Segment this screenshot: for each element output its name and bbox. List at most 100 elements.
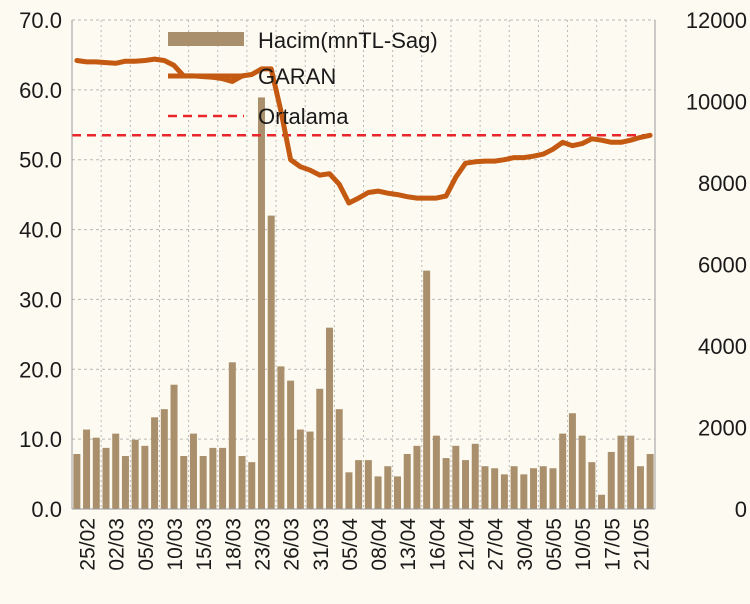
volume-bar bbox=[248, 462, 256, 509]
volume-bar bbox=[355, 460, 363, 509]
volume-bar bbox=[209, 447, 217, 509]
volume-bar bbox=[510, 466, 518, 509]
y-left-tick-label: 0.0 bbox=[31, 497, 62, 522]
volume-bar bbox=[364, 460, 372, 509]
y-right-tick-label: 2000 bbox=[698, 416, 747, 441]
volume-bar bbox=[559, 433, 567, 509]
gridlines bbox=[71, 19, 656, 509]
volume-bar bbox=[520, 474, 528, 509]
volume-bar bbox=[539, 466, 547, 509]
axes: 0.0 10.0 20.0 30.0 40.0 50.0 60.0 70.0 0 2000 4000… bbox=[19, 8, 747, 571]
y-right-tick-label: 10000 bbox=[686, 90, 747, 115]
volume-bar bbox=[325, 327, 333, 509]
legend-label: Hacim(mnTL-Sag) bbox=[258, 28, 438, 53]
volume-bar bbox=[238, 456, 246, 509]
volume-bar bbox=[228, 362, 236, 509]
volume-bar bbox=[199, 456, 207, 509]
volume-bar bbox=[481, 466, 489, 509]
price-line bbox=[74, 56, 653, 206]
volume-bar bbox=[549, 468, 557, 509]
x-tick-label: 08/04 bbox=[368, 518, 391, 571]
x-tick-label: 25/02 bbox=[77, 518, 100, 571]
volume-bar bbox=[131, 439, 139, 509]
volume-bar bbox=[306, 431, 314, 509]
volume-bar bbox=[335, 409, 343, 509]
volume-bar bbox=[112, 433, 120, 509]
y-right-tick-label: 12000 bbox=[686, 8, 747, 33]
volume-bar bbox=[160, 409, 168, 509]
volume-bar bbox=[588, 462, 596, 509]
y-left-tick-label: 30.0 bbox=[19, 287, 62, 312]
x-tick-label: 05/04 bbox=[339, 518, 362, 571]
volume-bar bbox=[646, 453, 654, 509]
volume-bar bbox=[384, 466, 392, 509]
volume-bar bbox=[471, 443, 479, 509]
y-left-tick-label: 50.0 bbox=[19, 148, 62, 173]
y-right-tick-label: 8000 bbox=[698, 171, 747, 196]
x-tick-label: 16/04 bbox=[426, 518, 449, 571]
x-tick-label: 02/03 bbox=[106, 518, 129, 571]
volume-bar bbox=[442, 458, 450, 509]
x-tick-label: 13/04 bbox=[397, 518, 420, 571]
volume-bar bbox=[141, 445, 149, 509]
legend: Hacim(mnTL-Sag) GARAN Ortalama bbox=[168, 28, 438, 129]
volume-bar bbox=[394, 476, 402, 509]
legend-label: Ortalama bbox=[258, 104, 349, 129]
volume-bar bbox=[92, 437, 100, 509]
volume-bar bbox=[102, 447, 110, 509]
y-right-tick-label: 6000 bbox=[698, 253, 747, 278]
x-tick-label: 27/04 bbox=[485, 518, 508, 571]
y-right-tick-label: 0 bbox=[735, 497, 747, 522]
x-tick-label: 10/03 bbox=[164, 518, 187, 571]
volume-bar bbox=[345, 472, 353, 509]
x-tick-label: 10/05 bbox=[572, 518, 595, 571]
x-tick-label: 17/05 bbox=[601, 518, 624, 571]
x-tick-label: 31/03 bbox=[310, 518, 333, 571]
x-tick-label: 05/05 bbox=[543, 518, 566, 571]
volume-bar bbox=[316, 388, 324, 509]
volume-bar bbox=[83, 429, 91, 509]
x-tick-label: 26/03 bbox=[281, 518, 304, 571]
y-left-tick-label: 70.0 bbox=[19, 8, 62, 33]
x-tick-label: 23/03 bbox=[252, 518, 275, 571]
volume-bar bbox=[189, 433, 197, 509]
x-tick-label: 21/05 bbox=[630, 518, 653, 571]
y-left-tick-label: 60.0 bbox=[19, 78, 62, 103]
volume-bar bbox=[257, 97, 265, 510]
volume-bar bbox=[73, 453, 81, 509]
volume-bar bbox=[374, 476, 382, 509]
volume-bar bbox=[568, 413, 576, 509]
volume-bar bbox=[627, 435, 635, 509]
legend-label: GARAN bbox=[258, 64, 336, 89]
volume-bar bbox=[452, 445, 460, 509]
x-tick-label: 21/04 bbox=[456, 518, 479, 571]
volume-bar bbox=[423, 270, 431, 509]
volume-bars bbox=[73, 97, 654, 510]
volume-bar bbox=[636, 466, 644, 509]
y-left-tick-label: 20.0 bbox=[19, 357, 62, 382]
volume-bar bbox=[530, 468, 538, 509]
x-tick-label: 05/03 bbox=[135, 518, 158, 571]
price-line-group bbox=[74, 56, 653, 206]
y-left-tick-label: 10.0 bbox=[19, 427, 62, 452]
volume-bar bbox=[277, 366, 285, 509]
volume-bar bbox=[607, 451, 615, 509]
volume-bar bbox=[296, 429, 304, 509]
volume-bar bbox=[500, 474, 508, 509]
volume-bar bbox=[432, 435, 440, 509]
volume-bar bbox=[462, 460, 470, 509]
x-tick-label: 15/03 bbox=[193, 518, 216, 571]
volume-bar bbox=[598, 494, 606, 509]
x-tick-label: 18/03 bbox=[222, 518, 245, 571]
volume-bar bbox=[121, 456, 129, 509]
volume-bar bbox=[403, 453, 411, 509]
volume-bar bbox=[287, 380, 295, 509]
y-left-tick-label: 40.0 bbox=[19, 218, 62, 243]
y-right-tick-label: 4000 bbox=[698, 334, 747, 359]
x-tick-label: 30/04 bbox=[514, 518, 537, 571]
volume-bar bbox=[617, 435, 625, 509]
volume-bar bbox=[151, 417, 159, 509]
volume-bar bbox=[578, 435, 586, 509]
